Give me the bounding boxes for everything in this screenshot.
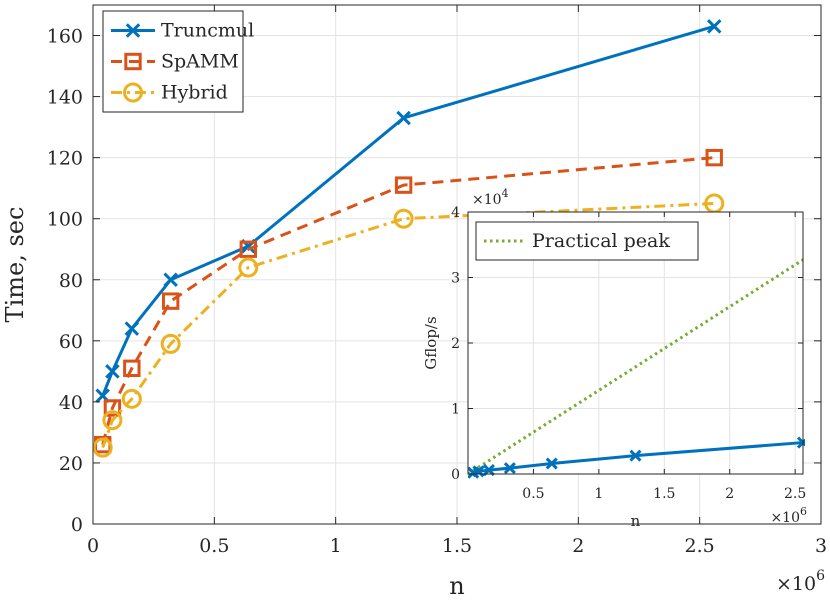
inset-series-line-0 — [468, 258, 804, 476]
main-point-1-5 — [394, 176, 413, 194]
main-legend-label-0: Truncmul — [161, 20, 254, 42]
main-ytick-label-7: 140 — [47, 87, 83, 109]
main-legend-label-1: SpAMM — [161, 51, 239, 73]
main-ytick-label-8: 160 — [47, 26, 83, 48]
main-point-0-2 — [124, 321, 140, 336]
main-point-1-3 — [161, 292, 180, 310]
inset-xtick-label-3: 2 — [725, 486, 734, 502]
main-legend-marker-1 — [124, 52, 142, 71]
inset-point-1-2 — [482, 464, 495, 477]
main-xtick-label-2: 1 — [330, 535, 342, 557]
main-point-2-5 — [393, 208, 414, 229]
inset-legend-label-0: Practical peak — [532, 230, 670, 252]
main-series-line-2 — [101, 201, 715, 449]
inset-xtick-label-4: 2.5 — [784, 486, 806, 502]
inset-point-1-3 — [503, 462, 516, 475]
main-ytick-label-0: 0 — [71, 514, 83, 536]
main-point-1-4 — [239, 240, 258, 258]
inset-xlabel: n — [631, 512, 641, 530]
inset-point-1-4 — [545, 457, 558, 470]
main-ytick-label-4: 80 — [59, 270, 83, 292]
main-xtick-label-5: 2.5 — [685, 535, 715, 557]
main-point-0-3 — [163, 272, 178, 288]
inset-legend: Practical peak — [475, 221, 699, 261]
main-ytick-label-2: 40 — [59, 392, 83, 414]
main-point-2-1 — [102, 410, 123, 431]
main-point-0-1 — [105, 364, 120, 379]
main-point-2-3 — [160, 333, 181, 354]
main-legend-label-2: Hybrid — [161, 82, 228, 104]
inset-y-exponent: ×104 — [472, 187, 509, 208]
main-legend-marker-0 — [125, 23, 141, 38]
inset-legend-box — [475, 221, 699, 261]
main-point-0-5 — [396, 110, 411, 126]
inset-ylabel: Gflop/s — [422, 316, 440, 369]
inset-plot: 0.5 1 1.5 2 2.5 0 1 2 3 4 n Gflop/s ×106 ×104 Practica… — [422, 187, 807, 530]
inset-point-1-5 — [629, 449, 642, 462]
main-point-1-1 — [103, 399, 122, 417]
inset-ytick-label-4: 4 — [451, 205, 460, 221]
inset-ytick-label-3: 3 — [451, 271, 460, 287]
inset-xtick-label-2: 1.5 — [653, 486, 675, 502]
inset-xtick-label-1: 1 — [594, 486, 603, 502]
main-point-2-2 — [121, 388, 142, 409]
main-series-group — [93, 19, 725, 458]
main-ytick-label-6: 120 — [47, 148, 83, 170]
inset-ytick-label-0: 0 — [451, 467, 460, 483]
inset-x-exponent: ×106 — [770, 505, 807, 526]
inset-ytick-label-2: 2 — [451, 336, 460, 352]
inset-point-1-1 — [472, 465, 485, 478]
main-point-0-6 — [706, 19, 722, 34]
main-x-exponent: ×106 — [776, 568, 825, 595]
main-ylabel: Time, sec — [1, 207, 29, 323]
main-xtick-label-6: 3 — [815, 535, 827, 557]
main-xtick-label-4: 2 — [572, 535, 584, 557]
main-xlabel: n — [449, 572, 464, 600]
main-xtick-label-0: 0 — [87, 535, 99, 557]
main-legend: Truncmul SpAMM Hybrid — [102, 10, 254, 113]
main-point-2-4 — [238, 257, 259, 278]
inset-xtick-label-0: 0.5 — [522, 486, 544, 502]
main-xtick-label-1: 0.5 — [199, 535, 229, 557]
main-xtick-label-3: 1.5 — [442, 535, 472, 557]
main-ytick-label-5: 100 — [47, 209, 83, 231]
main-point-2-0 — [93, 437, 113, 458]
main-legend-marker-2 — [123, 82, 143, 103]
main-point-1-2 — [123, 359, 141, 378]
main-point-1-6 — [705, 148, 723, 167]
main-ytick-label-3: 60 — [59, 331, 83, 353]
main-series-line-1 — [101, 156, 715, 446]
inset-ytick-label-1: 1 — [451, 402, 460, 418]
main-ytick-label-1: 20 — [59, 453, 83, 475]
